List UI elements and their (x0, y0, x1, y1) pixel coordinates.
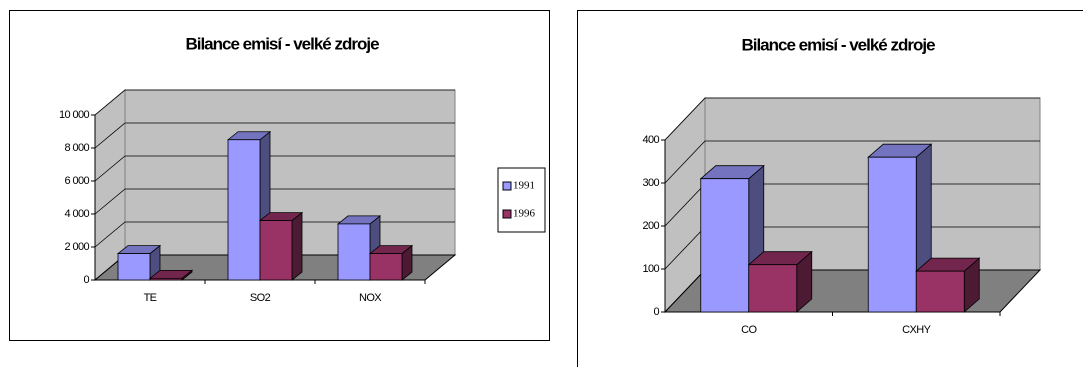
bar (868, 157, 916, 312)
x-tick-label: SO2 (250, 292, 271, 304)
y-tick-label: 10 000 (59, 109, 90, 121)
x-tick-label: TE (144, 292, 157, 304)
x-tick-label: NOX (359, 292, 382, 304)
legend-box (498, 168, 545, 232)
x-tick-label: CXHY (902, 324, 931, 336)
y-tick-label: 8 000 (64, 142, 89, 154)
legend-label: 1991 (513, 180, 535, 192)
y-tick-label: 0 (83, 274, 89, 286)
legend-swatch (503, 210, 511, 218)
bar (701, 179, 749, 312)
y-tick-label: 2 000 (64, 241, 89, 253)
legend-label: 1996 (513, 208, 536, 220)
y-tick-label: 4 000 (64, 208, 89, 220)
bar (916, 271, 964, 312)
bar-side (292, 213, 302, 280)
y-tick-label: 300 (642, 177, 659, 189)
y-tick-label: 400 (642, 134, 659, 146)
bar (749, 265, 797, 312)
bar (370, 254, 402, 280)
y-tick-label: 0 (653, 306, 659, 318)
y-tick-label: 6 000 (64, 175, 89, 187)
bar (228, 140, 260, 280)
bar (118, 254, 150, 280)
chart-title: Bilance emisí - velké zdroje (741, 35, 935, 54)
bar (260, 221, 292, 280)
legend-swatch (503, 182, 511, 190)
x-tick-label: CO (741, 324, 757, 336)
y-tick-label: 200 (642, 220, 659, 232)
bar (150, 278, 182, 280)
y-tick-label: 100 (642, 263, 659, 275)
bar (338, 224, 370, 280)
chart-title: Bilance emisí - velké zdroje (185, 34, 379, 53)
